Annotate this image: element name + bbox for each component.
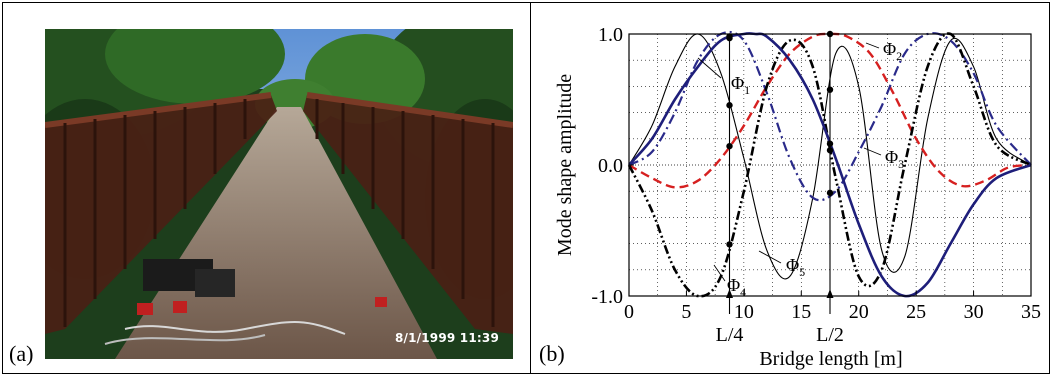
mode-point-phi-1 — [826, 86, 834, 93]
half-span-label: L/2 — [816, 324, 844, 346]
y-tick-label: 1.0 — [598, 24, 623, 46]
mode-point-phi-2 — [726, 142, 733, 150]
accelerometer-center — [173, 301, 187, 313]
mode-point-phi-5 — [726, 34, 733, 42]
series-label-subscript-phi-1: 1 — [744, 83, 750, 97]
y-axis-label: Mode shape amplitude — [554, 74, 576, 256]
figure-frame: 8/1/1999 11:39 (a) 0 5 10 15 20 25 30 35 -1.0 0.0… — [2, 2, 1050, 374]
mode-shape-chart-svg: 0 5 10 15 20 25 30 35-1.00.01.0 L/4 L/2Φ1Φ2Φ3Φ4Φ… — [554, 24, 1041, 370]
x-tick-label: 5 — [681, 301, 691, 323]
mode-point-phi-4 — [826, 147, 834, 154]
label-leader-phi-3 — [863, 147, 882, 156]
left-railing-posts — [63, 99, 247, 327]
mode-point-phi-3 — [826, 189, 834, 197]
label-leader-phi-4 — [713, 264, 726, 282]
quarter-span-label: L/4 — [716, 324, 744, 346]
series-label-phi-2: Φ2 — [883, 39, 902, 63]
accelerometer-left — [137, 303, 153, 315]
x-tick-label: 30 — [964, 301, 984, 323]
left-railing — [45, 95, 277, 334]
mode-point-phi-4 — [726, 241, 733, 248]
chart-ticks: 0 5 10 15 20 25 30 35-1.00.01.0 — [591, 24, 1041, 323]
half-span-arrowhead — [826, 289, 834, 298]
y-tick-label: -1.0 — [591, 286, 623, 308]
series-line-phi-5 — [628, 32, 1032, 298]
sensor-cable-2 — [104, 334, 266, 345]
x-axis-label: Bridge length [m] — [759, 348, 902, 370]
bridge-photo: 8/1/1999 11:39 — [45, 29, 513, 359]
mode-point-phi-5 — [826, 140, 834, 147]
series-label-subscript-phi-2: 2 — [896, 49, 902, 63]
photo-timestamp: 8/1/1999 11:39 — [394, 331, 499, 345]
series-label-subscript-phi-5: 5 — [799, 265, 805, 279]
panel-a-label: (a) — [9, 341, 34, 366]
series-label-phi-3: Φ3 — [885, 147, 904, 171]
series-label-phi-1: Φ1 — [731, 73, 750, 97]
label-leader-phi-2 — [865, 42, 880, 49]
y-tick-label: 0.0 — [598, 155, 623, 177]
right-railing — [303, 95, 513, 334]
right-handrail — [306, 92, 513, 128]
x-tick-label: 10 — [734, 301, 754, 323]
right-railing-posts — [315, 99, 495, 327]
label-leader-phi-1 — [697, 57, 722, 79]
series-label-subscript-phi-3: 3 — [898, 157, 904, 171]
label-leader-phi-5 — [758, 250, 782, 264]
series-label-subscript-phi-4: 4 — [740, 285, 746, 299]
series-line-phi-3 — [628, 30, 1032, 202]
measurement-equipment-box — [195, 269, 235, 297]
bridge-photo-drawing — [45, 29, 513, 359]
x-tick-label: 0 — [624, 301, 634, 323]
tree-left-top — [105, 29, 285, 104]
accelerometer-right — [375, 297, 387, 307]
x-tick-label: 15 — [791, 301, 811, 323]
series-label-phi-5: Φ5 — [786, 255, 805, 279]
mode-shape-chart: 0 5 10 15 20 25 30 35 -1.0 0.0 1.0 L/4 L/2 Φ1 Φ2 Φ3 Φ4 Φ… — [531, 3, 1050, 373]
left-handrail — [45, 92, 272, 128]
quarter-span-arrowhead — [726, 289, 733, 298]
panel-divider — [530, 3, 531, 373]
mode-point-phi-2 — [826, 30, 834, 38]
mode-point-phi-1 — [726, 102, 733, 109]
x-tick-label: 35 — [1021, 301, 1041, 323]
sensor-cable — [124, 321, 346, 335]
x-tick-label: 20 — [849, 301, 869, 323]
x-tick-label: 25 — [906, 301, 926, 323]
panel-b-label: (b) — [539, 341, 565, 366]
series-line-phi-2 — [628, 32, 1032, 189]
